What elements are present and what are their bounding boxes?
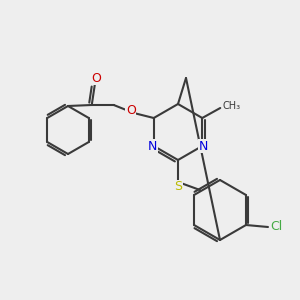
- Text: Cl: Cl: [270, 220, 282, 233]
- Text: N: N: [199, 140, 208, 152]
- Text: O: O: [126, 104, 136, 118]
- Text: CH₃: CH₃: [222, 101, 240, 111]
- Text: S: S: [174, 181, 182, 194]
- Text: N: N: [148, 140, 158, 152]
- Text: O: O: [91, 71, 101, 85]
